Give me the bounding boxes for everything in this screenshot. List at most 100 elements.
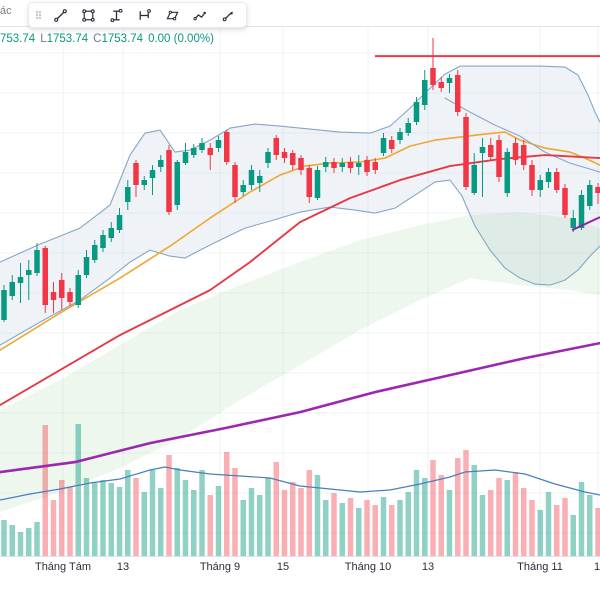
candlestick — [504, 152, 510, 193]
volume-bar — [389, 505, 395, 556]
candlestick — [413, 102, 420, 122]
candlestick — [265, 152, 271, 163]
toolbar-drag-handle-icon[interactable] — [36, 10, 42, 20]
bollinger-band-fill — [0, 66, 600, 346]
volume-bar — [323, 500, 329, 556]
volume-bar — [265, 478, 271, 556]
parallelogram-tool-button[interactable] — [161, 5, 183, 25]
candlestick — [9, 282, 15, 296]
x-axis-label: 13 — [117, 561, 129, 573]
volume-bar — [224, 452, 230, 556]
volume-bar — [174, 468, 180, 556]
volume-bar — [100, 480, 106, 556]
candlestick — [446, 78, 453, 83]
volume-bar — [133, 478, 139, 556]
x-axis-label: Tháng 9 — [200, 561, 240, 573]
volume-bar — [75, 424, 81, 556]
candlestick — [323, 162, 329, 167]
volume-bar — [504, 480, 510, 556]
candlestick — [42, 248, 48, 305]
candlestick — [430, 68, 436, 85]
candlestick — [314, 170, 321, 198]
candlestick — [199, 143, 205, 150]
volume-bar — [273, 462, 279, 556]
arrow-marker-tool-button[interactable] — [217, 5, 239, 25]
price-range-tool-button[interactable] — [105, 5, 127, 25]
volume-bar — [125, 470, 131, 556]
volume-bar — [314, 475, 321, 556]
volume-bar — [496, 478, 502, 556]
candlestick — [512, 143, 519, 160]
candlestick — [191, 148, 197, 155]
candlestick — [141, 180, 147, 185]
candlestick — [59, 280, 65, 298]
volume-bar — [405, 492, 411, 556]
x-axis-label: Tháng Tám — [35, 561, 91, 573]
bollinger-upper-line — [0, 65, 600, 263]
candlestick — [298, 158, 304, 170]
volume-bar — [59, 480, 65, 556]
volume-bar — [331, 493, 337, 556]
candlestick — [389, 140, 395, 149]
volume-bar — [240, 500, 246, 556]
rectangle-icon — [81, 8, 95, 22]
arrow-marker-icon — [222, 10, 233, 21]
volume-bar — [488, 490, 494, 556]
close-value: 1753.74 — [101, 33, 144, 45]
volume-bar — [207, 495, 213, 556]
volume-bar — [446, 490, 453, 556]
candlestick — [125, 187, 131, 202]
volume-bar — [595, 508, 600, 556]
ohlc-legend: 753.74 L1753.74 C1753.74 0.00 (0.00%) — [0, 33, 214, 45]
candlestick — [50, 292, 57, 300]
date-range-tool-button[interactable] — [133, 5, 155, 25]
volume-bar — [257, 495, 263, 556]
high-value: 753.74 — [0, 33, 36, 45]
date-range-icon — [139, 8, 151, 20]
volume-bar — [108, 483, 114, 556]
volume-bar — [232, 468, 238, 556]
candlestick — [133, 163, 139, 185]
candlestick — [380, 138, 387, 153]
candlestick — [372, 162, 378, 170]
ma-orange-line — [0, 131, 600, 351]
volume-bar — [562, 498, 568, 556]
volume-bar — [554, 505, 560, 556]
polyline-tool-button[interactable] — [189, 5, 211, 25]
volume-bar — [347, 498, 354, 556]
candlestick — [83, 257, 90, 275]
parallelogram-icon — [165, 10, 179, 20]
time-axis-strip — [0, 557, 600, 600]
x-axis-label: Tháng 10 — [345, 561, 391, 573]
candlestick — [100, 235, 106, 248]
rectangle-tool-button[interactable] — [77, 5, 99, 25]
volume-bar — [529, 500, 535, 556]
trend-line-tool-button[interactable] — [49, 5, 71, 25]
candlestick — [562, 188, 568, 215]
candlestick — [537, 180, 543, 190]
volume-bar — [587, 495, 593, 556]
volume-bar — [512, 472, 519, 556]
candlestick — [257, 176, 263, 183]
volume-bar — [158, 488, 164, 556]
candlestick — [281, 152, 288, 158]
volume-bar — [26, 528, 32, 556]
drawing-toolbar — [28, 2, 247, 28]
truncated-header-text: ác — [0, 5, 12, 17]
candlestick — [364, 160, 370, 172]
candlestick — [463, 117, 469, 187]
candlestick — [248, 170, 255, 185]
candlestick — [224, 132, 230, 162]
volume-bar — [545, 492, 552, 556]
candlestick — [554, 172, 560, 190]
volume-bar — [537, 510, 543, 556]
volume-bar — [364, 500, 370, 556]
candlestick — [149, 170, 156, 178]
volume-bar — [191, 490, 197, 556]
candlestick — [521, 145, 527, 165]
candlestick — [422, 80, 428, 105]
volume-bar — [372, 505, 378, 556]
volume-bar — [413, 470, 420, 556]
